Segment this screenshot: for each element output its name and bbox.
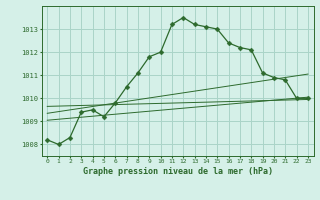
X-axis label: Graphe pression niveau de la mer (hPa): Graphe pression niveau de la mer (hPa)	[83, 167, 273, 176]
